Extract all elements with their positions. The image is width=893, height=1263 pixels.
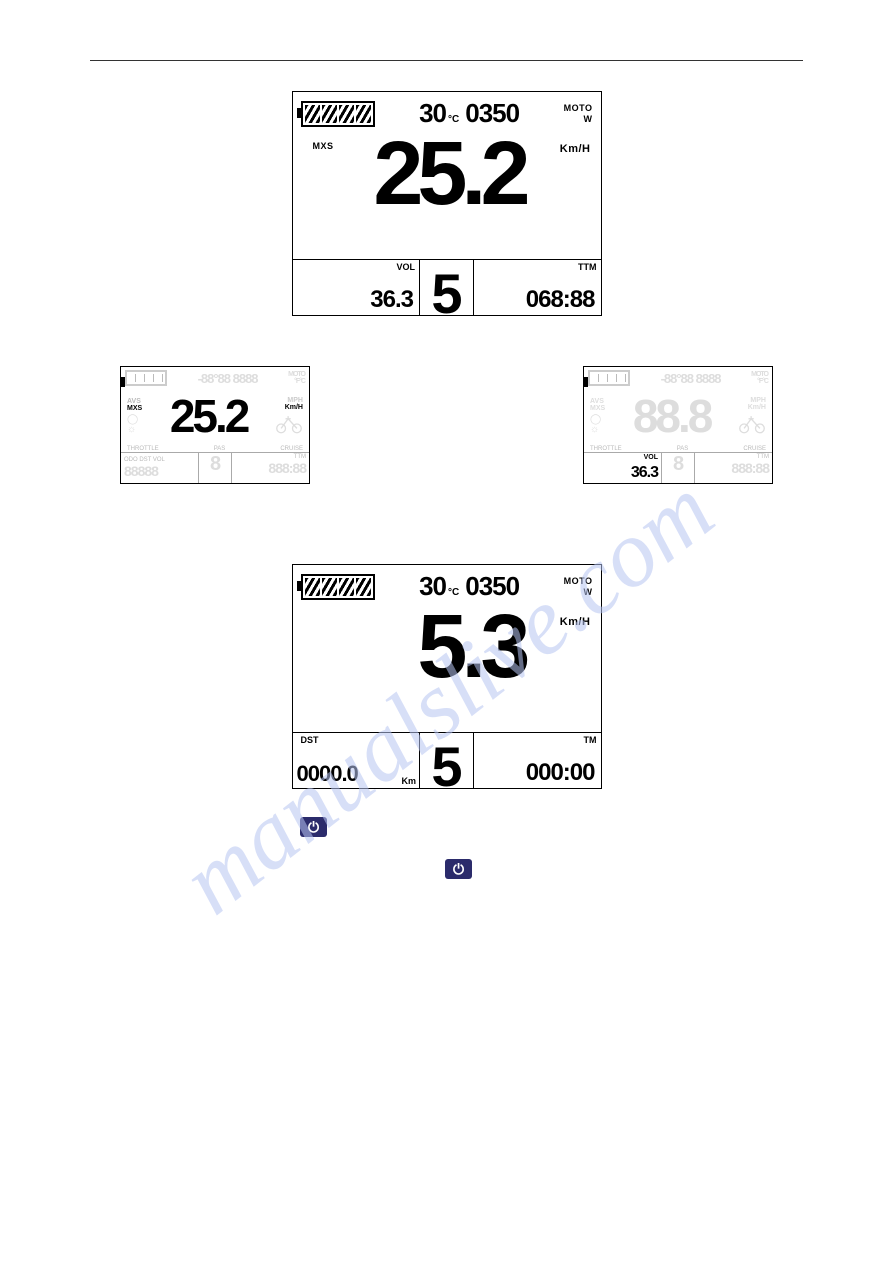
power-button-icon: ⏻ <box>300 817 327 837</box>
lcd4-tm-value: 000:00 <box>526 759 595 787</box>
lcd4-pas-cell: 5 <box>419 733 473 788</box>
battery-icon <box>125 370 167 386</box>
lcd1-vol-cell: VOL 36.3 <box>293 260 420 315</box>
lcd4-mode-indicator: MOTO W <box>564 577 593 597</box>
lcd1-ttm-label: TTM <box>578 262 597 272</box>
light-icon: ◯ <box>127 415 142 425</box>
top-rule <box>90 60 803 61</box>
lcd4-bottom: DST 0000.0 Km 5 TM 000:00 <box>293 732 601 788</box>
lcd1-ttm-cell: TTM 068:88 <box>473 260 601 315</box>
lcd1-moto-label: MOTO <box>564 104 593 113</box>
lcd-display-3: -88°88 8888 MOTO°F°C AVS MXS ◯ ☼ 88.8 MP… <box>583 366 773 484</box>
lcd3-right-icons: MPH Km/H <box>738 397 766 435</box>
lcd2-mph-label: MPH <box>275 397 303 404</box>
lcd3-throttle-label: THROTTLE <box>590 446 622 452</box>
lcd4-dst-value: 0000.0 <box>297 761 358 787</box>
lcd3-pas-label: PAS <box>677 446 689 452</box>
lcd2-top: -88°88 8888 MOTO°F°C <box>121 367 309 386</box>
lcd4-tm-cell: TM 000:00 <box>473 733 601 788</box>
lcd2-mxs-label: MXS <box>127 405 142 412</box>
lcd-display-4: 30 °C 0350 MOTO W 5.3 Km/H DST 0000.0 Km <box>292 564 602 789</box>
lcd1-speed: 25.2 <box>373 123 524 226</box>
battery-icon <box>301 574 375 600</box>
power-button-icon: ⏻ <box>445 859 472 879</box>
lcd1-w-label: W <box>564 115 593 124</box>
lcd3-speed-ghost: 88.8 <box>633 389 711 443</box>
lcd2-kmh-label: Km/H <box>275 404 303 411</box>
lcd1-mxs-label: MXS <box>313 141 334 151</box>
lcd3-vol-cell: VOL 36.3 <box>584 453 661 483</box>
lcd2-bottom: ODO DST VOL 88888 8 TTM 888:88 <box>121 452 309 483</box>
lcd2-cruise-label: CRUISE <box>280 446 303 452</box>
lcd4-dst-cell: DST 0000.0 Km <box>293 733 420 788</box>
lcd1-bottom: VOL 36.3 5 TTM 068:88 <box>293 259 601 315</box>
lcd3-vol-value: 36.3 <box>631 464 658 482</box>
lcd2-pas-label: PAS <box>214 446 226 452</box>
lcd2-bc: 8 <box>198 453 231 483</box>
lcd3-left-icons: AVS MXS ◯ ☼ <box>590 398 605 435</box>
lcd3-mid: AVS MXS ◯ ☼ 88.8 MPH Km/H <box>584 386 772 446</box>
lcd4-speed-unit: Km/H <box>560 616 591 628</box>
bike-icon <box>738 413 766 435</box>
headlight-icon: ☼ <box>590 425 605 435</box>
lcd3-bc: 8 <box>661 453 694 483</box>
lcd3-vol-label: VOL <box>644 454 658 461</box>
lcd-display-1: 30 °C 0350 MOTO W MXS 25.2 Km/H VOL 36.3 <box>292 91 602 316</box>
lcd1-speed-area: MXS 25.2 Km/H <box>293 129 601 249</box>
headlight-icon: ☼ <box>127 425 142 435</box>
lcd2-mid: AVS MXS ◯ ☼ 25.2 MPH Km/H <box>121 386 309 446</box>
lcd3-labels: THROTTLE PAS CRUISE <box>584 446 772 452</box>
lcd4-moto-label: MOTO <box>564 577 593 586</box>
lcd2-throttle-label: THROTTLE <box>127 446 159 452</box>
lcd2-bl: ODO DST VOL 88888 <box>121 453 198 483</box>
lcd4-speed: 5.3 <box>417 596 524 699</box>
lcd3-br: TTM 888:88 <box>694 453 772 483</box>
lcd1-mode-indicator: MOTO W <box>564 104 593 124</box>
lcd1-ttm-value: 068:88 <box>526 286 595 314</box>
lcd2-right-icons: MPH Km/H <box>275 397 303 435</box>
lcd2-labels: THROTTLE PAS CRUISE <box>121 446 309 452</box>
lcd1-row: 30 °C 0350 MOTO W MXS 25.2 Km/H VOL 36.3 <box>90 91 803 316</box>
light-icon: ◯ <box>590 415 605 425</box>
lcd1-vol-label: VOL <box>396 262 415 272</box>
lcd4-speed-area: 5.3 Km/H <box>293 602 601 722</box>
lcd1-speed-unit: Km/H <box>560 143 591 155</box>
lcd2-br: TTM 888:88 <box>231 453 309 483</box>
lcd4-tm-label: TM <box>584 735 597 745</box>
lcd4-row: 30 °C 0350 MOTO W 5.3 Km/H DST 0000.0 Km <box>90 564 803 789</box>
lcd1-vol-value: 36.3 <box>370 286 413 314</box>
lcd4-pas-value: 5 <box>431 742 461 792</box>
lcd4-dst-label: DST <box>301 735 319 745</box>
lcd1-pas-cell: 5 <box>419 260 473 315</box>
lcd2-speed: 25.2 <box>170 389 248 443</box>
lcd2-left-icons: AVS MXS ◯ ☼ <box>127 398 142 435</box>
buttons-area: ⏻ ⏻ <box>90 809 803 909</box>
battery-icon <box>301 101 375 127</box>
lcd-display-2: -88°88 8888 MOTO°F°C AVS MXS ◯ ☼ 25.2 MP… <box>120 366 310 484</box>
lcd4-dst-unit: Km <box>401 776 416 786</box>
lcd1-pas-value: 5 <box>431 269 461 319</box>
page-container: 30 °C 0350 MOTO W MXS 25.2 Km/H VOL 36.3 <box>0 0 893 949</box>
lcd2-avs-label: AVS <box>127 398 142 405</box>
lcd3-cruise-label: CRUISE <box>743 446 766 452</box>
lcd3-bottom: VOL 36.3 8 TTM 888:88 <box>584 452 772 483</box>
lcd4-w-label: W <box>564 588 593 597</box>
battery-icon <box>588 370 630 386</box>
bike-icon <box>275 413 303 435</box>
lcd3-top: -88°88 8888 MOTO°F°C <box>584 367 772 386</box>
lcd-pair-row: -88°88 8888 MOTO°F°C AVS MXS ◯ ☼ 25.2 MP… <box>90 366 803 484</box>
